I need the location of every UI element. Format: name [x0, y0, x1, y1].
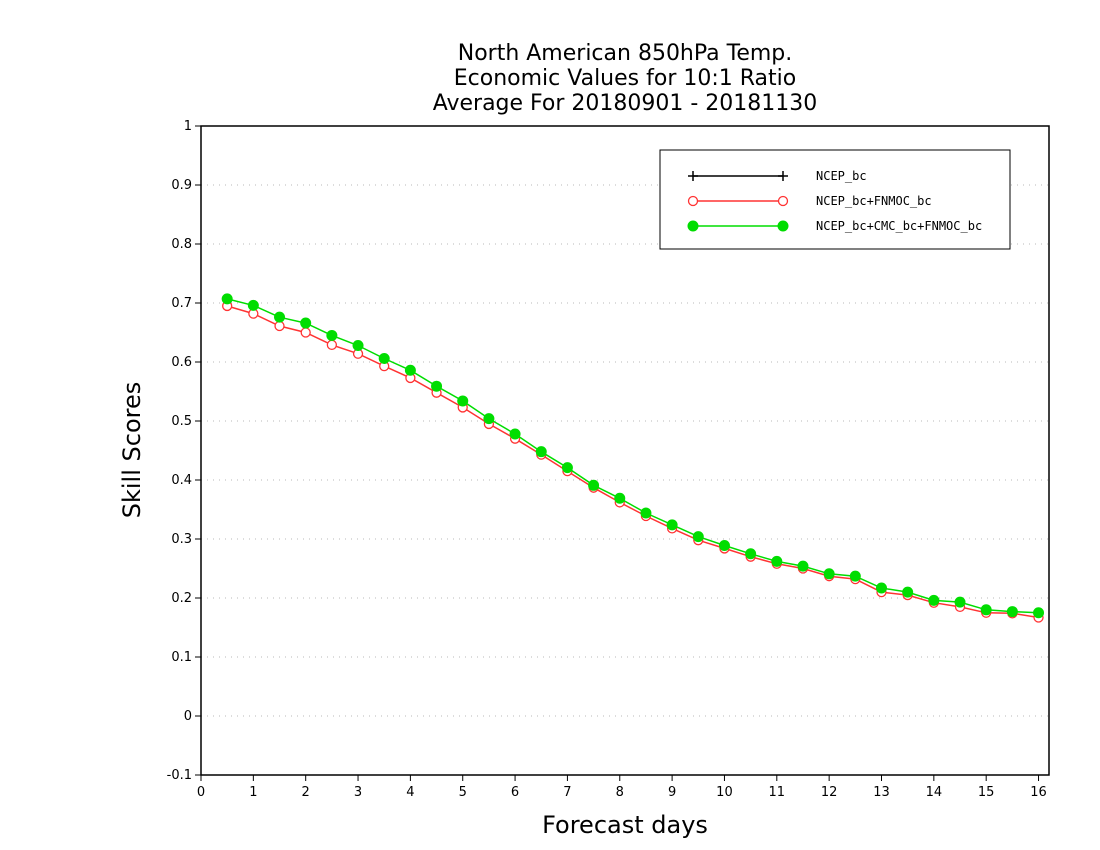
data-point [778, 171, 788, 181]
data-point [687, 195, 699, 207]
y-tick-label: 0.2 [171, 591, 192, 606]
data-point [404, 364, 416, 376]
series-3 [221, 293, 1045, 619]
x-tick-label: 1 [249, 785, 257, 800]
data-point [274, 320, 285, 332]
legend: NCEP_bc NCEP_bc+FNMOC_bc NCEP_bc+CMC_bc+FN… [659, 149, 1011, 250]
data-point [274, 311, 286, 323]
y-tick-label: 0 [184, 709, 192, 724]
data-point [640, 507, 652, 519]
data-point [483, 413, 495, 425]
data-point [378, 352, 390, 364]
x-tick-label: 10 [716, 785, 733, 800]
data-point [535, 446, 547, 458]
data-point [221, 293, 233, 305]
x-tick-label: 9 [668, 785, 676, 800]
data-point [777, 220, 789, 232]
y-tick-label: 0.9 [171, 178, 192, 193]
y-tick-label: 0.8 [171, 237, 192, 252]
y-tick-label: -0.1 [167, 768, 192, 783]
data-point [431, 380, 443, 392]
data-point [875, 582, 887, 594]
data-point [954, 596, 966, 608]
data-point [614, 492, 626, 504]
data-point [509, 428, 521, 440]
data-point [687, 220, 699, 232]
chart-title-line-2: Economic Values for 10:1 Ratio [454, 66, 796, 91]
legend-item: NCEP_bc [688, 169, 867, 183]
x-tick-label: 6 [511, 785, 519, 800]
data-point [300, 317, 312, 329]
data-point [928, 594, 940, 606]
legend-item: NCEP_bc+CMC_bc+FNMOC_bc [687, 219, 982, 233]
data-point [326, 339, 338, 351]
x-tick-label: 2 [302, 785, 310, 800]
x-tick-label: 13 [873, 785, 890, 800]
data-point [1006, 606, 1018, 618]
x-axis-ticks: 0 1 2 3 4 5 6 7 8 9 10 11 12 13 14 15 16 [197, 775, 1047, 800]
x-tick-label: 4 [406, 785, 414, 800]
x-tick-label: 8 [616, 785, 624, 800]
plot-frame [200, 125, 1050, 776]
y-tick-label: 0.4 [171, 473, 192, 488]
y-tick-label: 0.3 [171, 532, 192, 547]
x-tick-label: 16 [1030, 785, 1047, 800]
data-point [352, 339, 364, 351]
y-tick-label: 0.6 [171, 355, 192, 370]
y-tick-label: 0.5 [171, 414, 192, 429]
data-point [823, 568, 835, 580]
y-tick-label: 1 [184, 119, 192, 134]
data-point [588, 479, 600, 491]
data-point [771, 555, 783, 567]
data-point [666, 519, 678, 531]
data-point [745, 548, 757, 560]
data-point [849, 570, 861, 582]
data-point [326, 329, 338, 341]
y-tick-label: 0.7 [171, 296, 192, 311]
data-point [797, 560, 809, 572]
x-tick-label: 3 [354, 785, 362, 800]
chart-title-line-3: Average For 20180901 - 20181130 [433, 91, 818, 116]
data-point [980, 604, 992, 616]
data-point [1033, 607, 1045, 619]
legend-item: NCEP_bc+FNMOC_bc [687, 194, 932, 208]
legend-label: NCEP_bc+FNMOC_bc [816, 194, 932, 208]
x-axis-title: Forecast days [542, 811, 708, 839]
legend-box [659, 149, 1011, 250]
x-tick-label: 15 [978, 785, 995, 800]
legend-label: NCEP_bc+CMC_bc+FNMOC_bc [816, 219, 982, 233]
series-lines [221, 293, 1045, 623]
chart-title-line-1: North American 850hPa Temp. [458, 41, 793, 66]
x-tick-label: 14 [926, 785, 943, 800]
data-point [902, 586, 914, 598]
data-point [247, 299, 259, 311]
data-point [688, 171, 698, 181]
x-tick-label: 12 [821, 785, 838, 800]
y-axis-ticks: -0.1 0 0.1 0.2 0.3 0.4 0.5 0.6 0.7 0.8 0.9 1 [167, 119, 201, 783]
data-point [300, 327, 311, 338]
y-tick-label: 0.1 [171, 650, 192, 665]
legend-label: NCEP_bc [816, 169, 867, 183]
data-point [561, 462, 573, 474]
y-axis-title: Skill Scores [118, 382, 146, 519]
x-tick-label: 7 [563, 785, 571, 800]
data-point [777, 195, 789, 207]
data-point [692, 531, 704, 543]
data-point [457, 395, 469, 407]
data-point [718, 539, 730, 551]
x-tick-label: 5 [459, 785, 467, 800]
x-tick-label: 0 [197, 785, 205, 800]
x-tick-label: 11 [769, 785, 786, 800]
